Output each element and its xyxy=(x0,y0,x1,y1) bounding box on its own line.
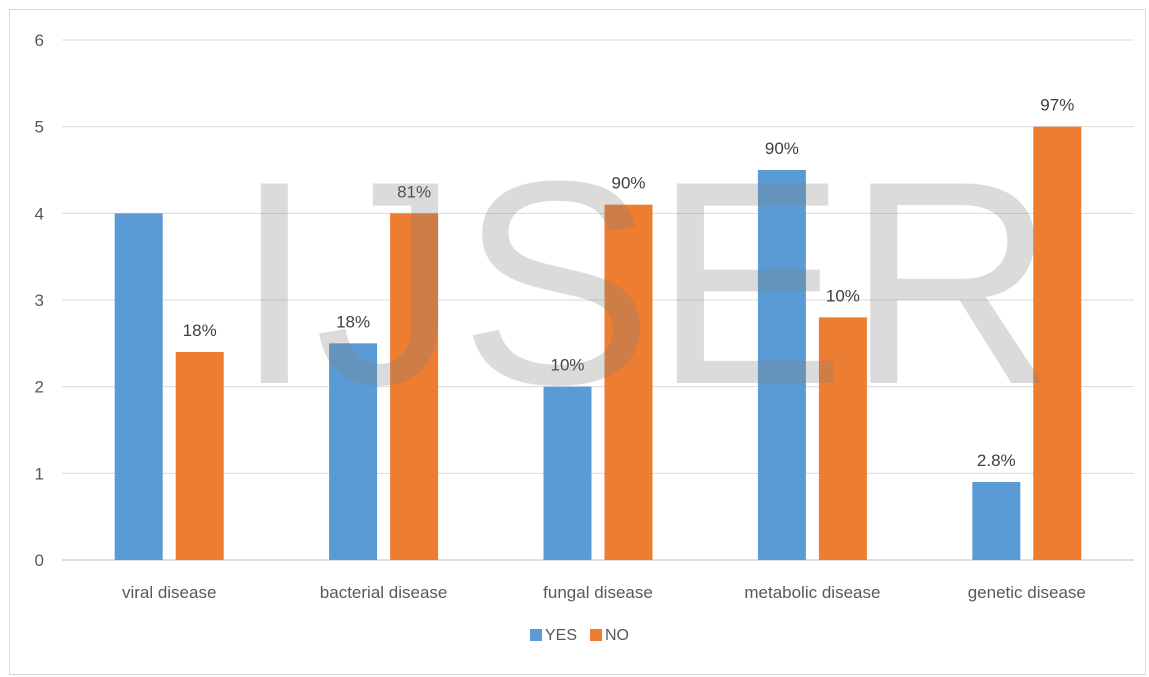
bar-yes xyxy=(114,213,163,561)
legend: YES NO xyxy=(530,627,629,644)
y-tick-label: 5 xyxy=(35,118,44,137)
data-label: 18% xyxy=(336,312,370,331)
y-tick-label: 1 xyxy=(35,464,44,483)
bar-no xyxy=(604,204,653,560)
bar-yes xyxy=(543,386,592,560)
x-category-label: viral disease xyxy=(122,583,217,602)
data-label: 10% xyxy=(550,356,584,375)
data-label: 10% xyxy=(826,286,860,305)
y-tick-label: 2 xyxy=(35,378,44,397)
bar-yes xyxy=(972,482,1021,560)
legend-swatch-no xyxy=(590,629,602,641)
bar-yes xyxy=(329,343,378,560)
legend-label-no: NO xyxy=(605,627,629,644)
data-label: 90% xyxy=(765,139,799,158)
bar-no xyxy=(390,213,439,561)
bar-no xyxy=(818,317,867,560)
data-label: 2.8% xyxy=(977,451,1016,470)
gridlines xyxy=(62,39,1134,561)
legend-swatch-yes xyxy=(530,629,542,641)
bar-yes xyxy=(757,170,806,560)
watermark-text: IJSER xyxy=(234,121,1056,445)
legend-label-yes: YES xyxy=(545,627,577,644)
y-tick-label: 4 xyxy=(35,204,44,223)
bar-no xyxy=(175,352,224,560)
y-tick-label: 0 xyxy=(35,551,44,570)
data-label: 81% xyxy=(397,182,431,201)
y-axis-ticks: 0 1 2 3 4 5 6 xyxy=(35,31,44,570)
y-tick-label: 6 xyxy=(35,31,44,50)
bars xyxy=(114,126,1082,561)
x-category-label: metabolic disease xyxy=(744,583,880,602)
x-category-label: fungal disease xyxy=(543,583,653,602)
x-category-label: genetic disease xyxy=(968,583,1086,602)
data-label: 97% xyxy=(1040,96,1074,115)
chart-frame xyxy=(9,9,1146,675)
y-tick-label: 3 xyxy=(35,291,44,310)
x-axis-categories: viral disease bacterial disease fungal dis… xyxy=(122,583,1086,602)
data-label: 90% xyxy=(611,174,645,193)
data-labels: 18% 18% 81% 10% 90% 90% 10% 2.8% 97% xyxy=(183,96,1075,470)
x-category-label: bacterial disease xyxy=(320,583,448,602)
bar-no xyxy=(1033,126,1082,561)
data-label: 18% xyxy=(183,321,217,340)
